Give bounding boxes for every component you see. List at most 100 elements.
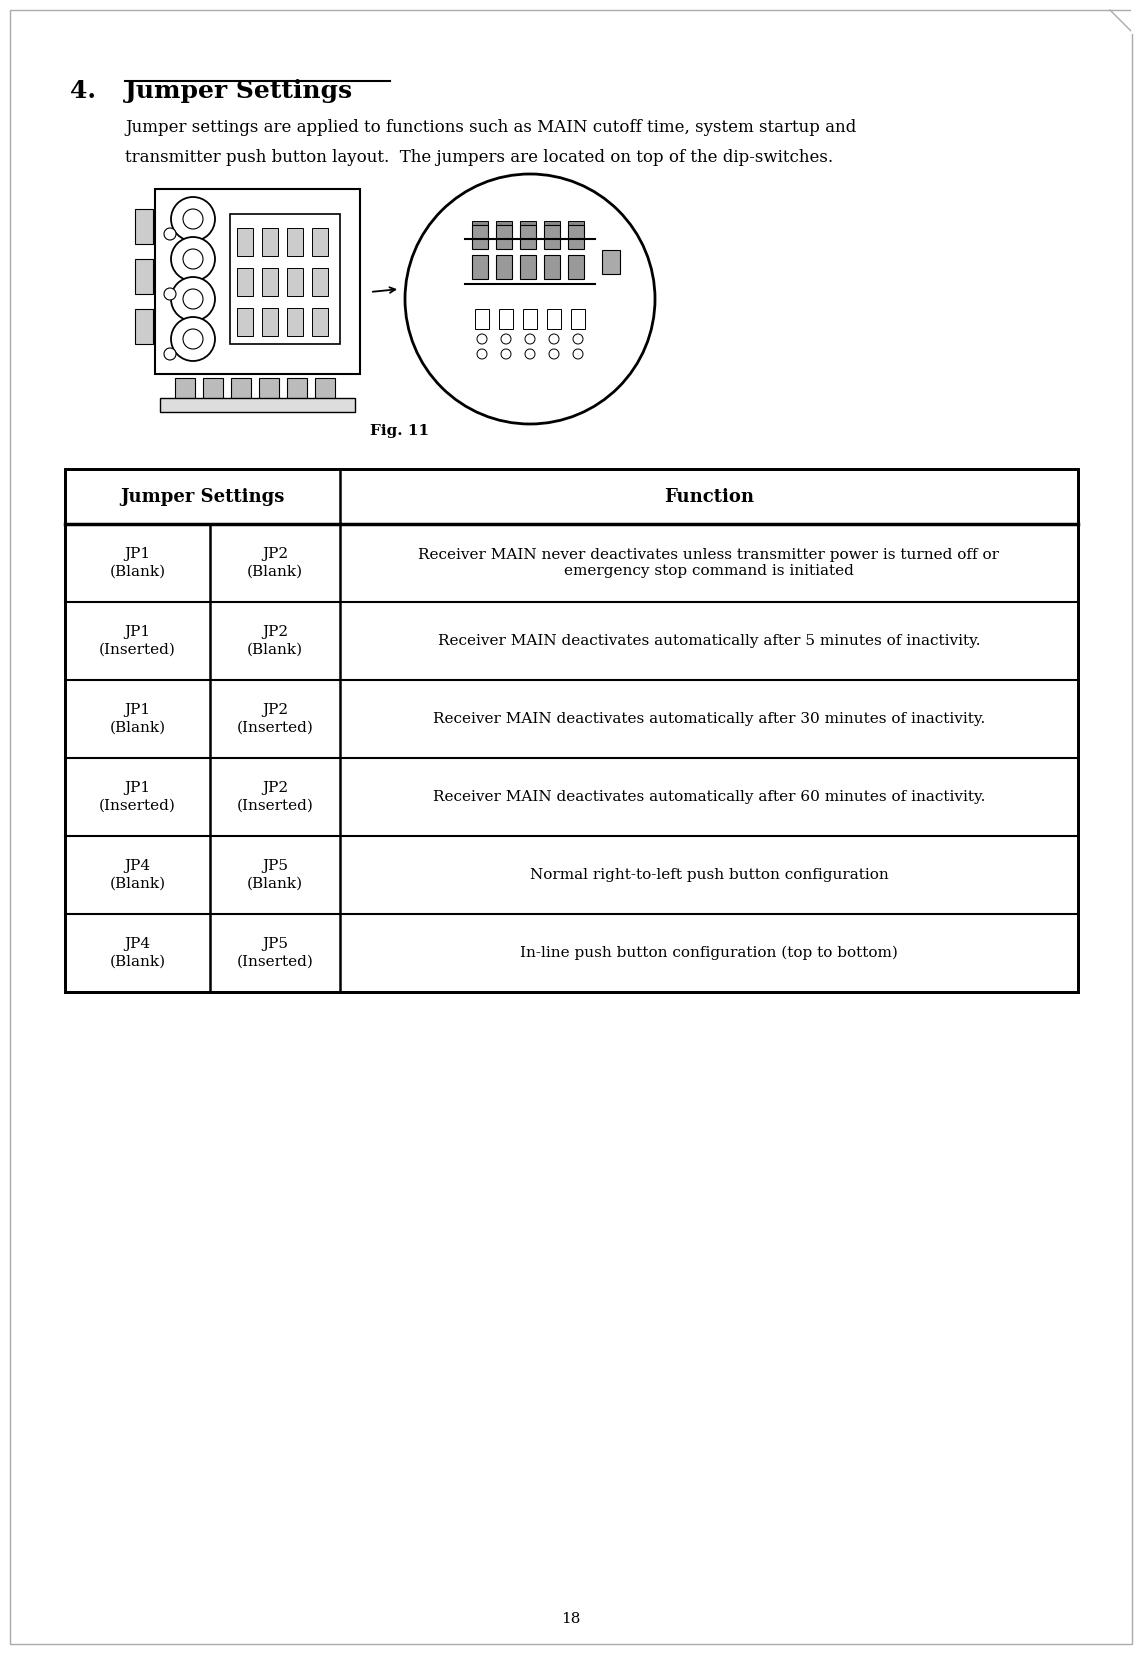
- Bar: [472, 225, 488, 250]
- Bar: [65, 470, 1078, 992]
- Bar: [312, 228, 328, 256]
- Circle shape: [171, 197, 215, 241]
- Text: JP1: JP1: [124, 547, 151, 561]
- Bar: [496, 255, 512, 280]
- Circle shape: [171, 276, 215, 321]
- Bar: [135, 260, 153, 294]
- Bar: [568, 225, 584, 250]
- Bar: [175, 379, 195, 402]
- Circle shape: [525, 349, 534, 359]
- Text: JP1: JP1: [124, 703, 151, 716]
- Text: (Inserted): (Inserted): [99, 799, 176, 814]
- Bar: [568, 255, 584, 280]
- Text: JP4: JP4: [124, 938, 151, 951]
- Circle shape: [573, 349, 584, 359]
- Text: JP2: JP2: [262, 547, 288, 561]
- Text: JP5: JP5: [262, 858, 288, 873]
- Text: Normal right-to-left push button configuration: Normal right-to-left push button configu…: [530, 868, 888, 882]
- Text: (Blank): (Blank): [110, 566, 166, 579]
- Text: (Blank): (Blank): [110, 721, 166, 734]
- Bar: [135, 208, 153, 245]
- Text: JP1: JP1: [124, 625, 151, 638]
- Text: Receiver MAIN never deactivates unless transmitter power is turned off or
emerge: Receiver MAIN never deactivates unless t…: [418, 547, 999, 579]
- Text: JP2: JP2: [262, 781, 288, 796]
- Bar: [312, 268, 328, 296]
- Circle shape: [164, 228, 176, 240]
- Circle shape: [477, 349, 486, 359]
- Bar: [238, 268, 254, 296]
- Text: Jumper Settings: Jumper Settings: [120, 488, 284, 506]
- Circle shape: [183, 250, 203, 270]
- Bar: [602, 250, 620, 275]
- Text: Receiver MAIN deactivates automatically after 60 minutes of inactivity.: Receiver MAIN deactivates automatically …: [433, 791, 986, 804]
- Text: Jumper Settings: Jumper Settings: [124, 79, 353, 103]
- Circle shape: [525, 334, 534, 344]
- Text: (Blank): (Blank): [247, 566, 303, 579]
- Bar: [230, 213, 340, 344]
- Bar: [231, 379, 251, 402]
- Circle shape: [183, 289, 203, 309]
- Bar: [544, 225, 560, 250]
- Text: 4.: 4.: [70, 79, 96, 103]
- Polygon shape: [475, 309, 489, 329]
- Circle shape: [477, 334, 486, 344]
- Bar: [287, 268, 303, 296]
- Bar: [287, 308, 303, 336]
- Text: (Inserted): (Inserted): [236, 954, 313, 969]
- Text: Jumper settings are applied to functions such as MAIN cutoff time, system startu: Jumper settings are applied to functions…: [124, 119, 856, 136]
- Text: JP4: JP4: [124, 858, 151, 873]
- Bar: [315, 379, 335, 402]
- Circle shape: [501, 334, 510, 344]
- Text: Function: Function: [664, 488, 754, 506]
- Circle shape: [183, 208, 203, 228]
- Bar: [155, 189, 360, 374]
- Circle shape: [164, 288, 176, 299]
- Text: JP5: JP5: [262, 938, 288, 951]
- Bar: [262, 268, 278, 296]
- Text: (Blank): (Blank): [110, 954, 166, 969]
- Text: JP2: JP2: [262, 703, 288, 716]
- Text: Fig. 11: Fig. 11: [370, 423, 429, 438]
- Text: In-line push button configuration (top to bottom): In-line push button configuration (top t…: [520, 946, 898, 961]
- Circle shape: [183, 329, 203, 349]
- Text: (Inserted): (Inserted): [236, 799, 313, 814]
- Bar: [262, 308, 278, 336]
- Polygon shape: [571, 309, 585, 329]
- Bar: [472, 255, 488, 280]
- Bar: [520, 225, 536, 250]
- Circle shape: [549, 334, 558, 344]
- Bar: [496, 222, 512, 232]
- Circle shape: [405, 174, 656, 423]
- Text: Receiver MAIN deactivates automatically after 30 minutes of inactivity.: Receiver MAIN deactivates automatically …: [433, 711, 986, 726]
- Circle shape: [573, 334, 584, 344]
- Text: 18: 18: [562, 1613, 580, 1626]
- Bar: [203, 379, 223, 402]
- Bar: [496, 225, 512, 250]
- Text: transmitter push button layout.  The jumpers are located on top of the dip-switc: transmitter push button layout. The jump…: [124, 149, 834, 165]
- Bar: [544, 255, 560, 280]
- Text: JP1: JP1: [124, 781, 151, 796]
- Bar: [160, 399, 355, 412]
- Circle shape: [171, 318, 215, 361]
- Text: (Blank): (Blank): [247, 643, 303, 657]
- Bar: [472, 222, 488, 232]
- Circle shape: [164, 347, 176, 361]
- Bar: [135, 309, 153, 344]
- Bar: [65, 470, 1078, 992]
- Polygon shape: [499, 309, 513, 329]
- Bar: [287, 379, 307, 402]
- Text: (Blank): (Blank): [247, 877, 303, 892]
- Circle shape: [549, 349, 558, 359]
- Polygon shape: [523, 309, 537, 329]
- Bar: [520, 222, 536, 232]
- Bar: [262, 228, 278, 256]
- Text: Receiver MAIN deactivates automatically after 5 minutes of inactivity.: Receiver MAIN deactivates automatically …: [437, 633, 980, 648]
- Bar: [238, 308, 254, 336]
- Bar: [312, 308, 328, 336]
- Bar: [238, 228, 254, 256]
- Text: JP2: JP2: [262, 625, 288, 638]
- Bar: [520, 255, 536, 280]
- Bar: [544, 222, 560, 232]
- Polygon shape: [547, 309, 561, 329]
- Circle shape: [501, 349, 510, 359]
